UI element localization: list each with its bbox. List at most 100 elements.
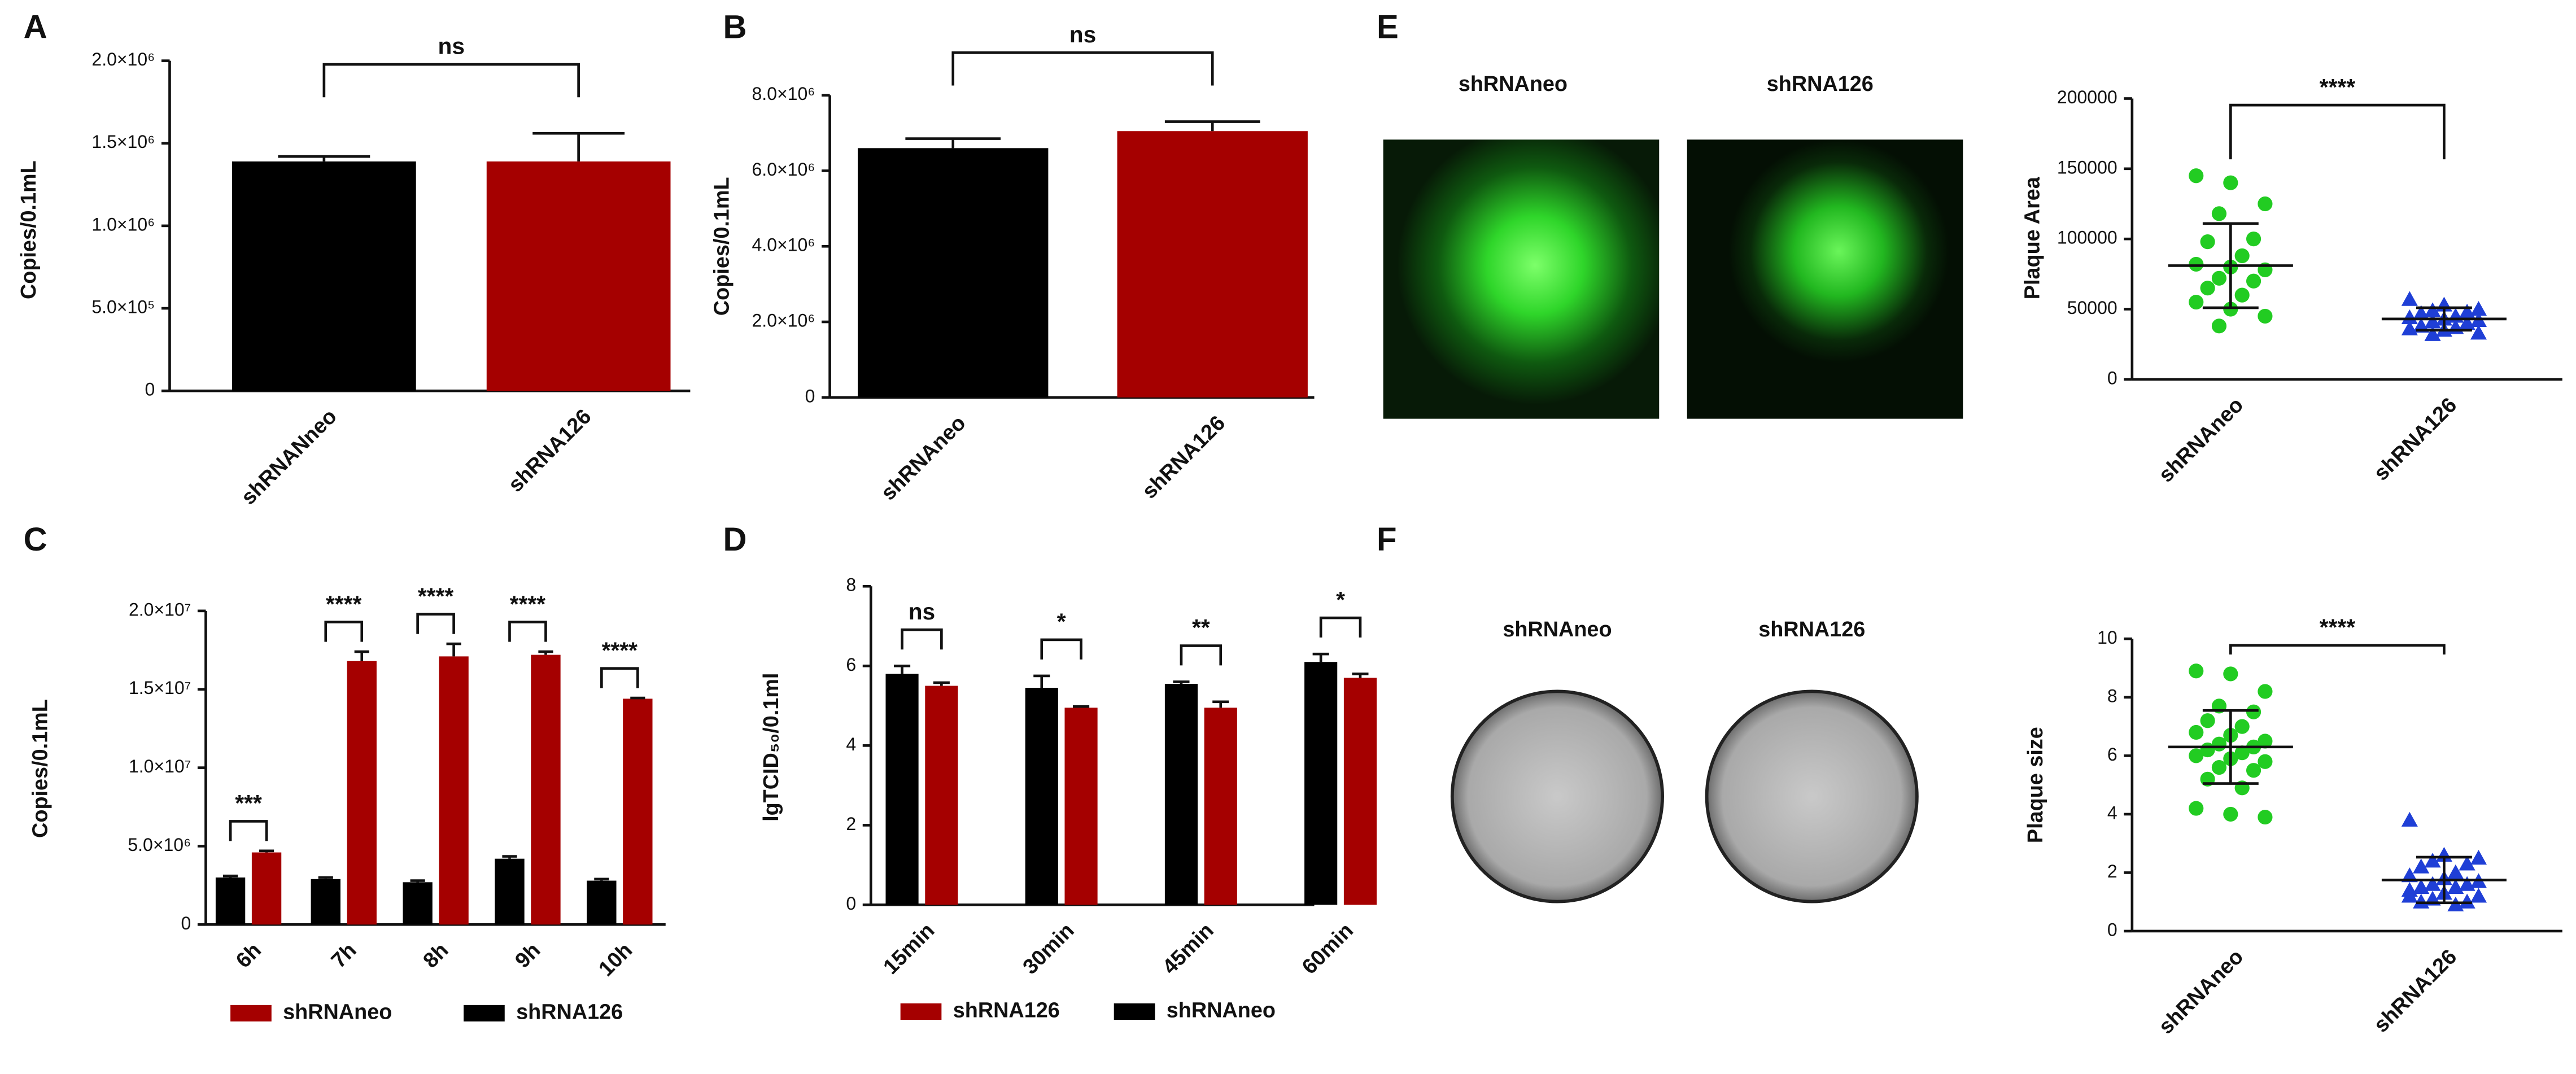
data-point <box>2470 888 2487 903</box>
data-point <box>2189 724 2204 740</box>
x-tick-label: shRNA126 <box>1138 411 1230 503</box>
panel-label: F <box>1377 521 1397 558</box>
error-bar <box>318 876 333 879</box>
data-point <box>2424 326 2441 341</box>
plaque-dish <box>1705 689 1919 903</box>
data-point <box>2258 810 2273 825</box>
y-tick-label: 10 <box>2097 627 2117 648</box>
y-tick-label: 0 <box>2107 919 2117 940</box>
data-point <box>2447 879 2464 894</box>
data-point <box>2413 893 2430 909</box>
y-tick-label: 6.0×10⁶ <box>752 159 815 180</box>
error-bar <box>278 155 370 161</box>
significance-bracket <box>2229 103 2446 160</box>
significance-bracket <box>322 63 580 98</box>
y-tick-label: 150000 <box>2057 157 2117 177</box>
panel-label: C <box>24 521 47 558</box>
y-tick-label: 2 <box>2107 861 2117 881</box>
y-tick-label: 5.0×10⁵ <box>91 296 155 317</box>
significance-bracket <box>951 51 1214 86</box>
data-point <box>2459 876 2475 891</box>
x-tick-label: shRNA126 <box>504 405 596 497</box>
sd-bar <box>2202 222 2259 309</box>
image-label: shRNAneo <box>1459 72 1568 96</box>
y-tick-label: 100000 <box>2057 228 2117 248</box>
significance-label: **** <box>602 637 638 663</box>
data-point <box>2211 270 2227 286</box>
data-point <box>2211 759 2227 775</box>
error-bar <box>538 650 553 655</box>
significance-label: ns <box>1069 21 1097 47</box>
bar <box>495 858 525 925</box>
significance-label: * <box>1336 587 1345 613</box>
data-point <box>2424 853 2441 868</box>
data-point <box>2424 313 2441 329</box>
data-point <box>2258 196 2273 212</box>
data-point <box>2211 318 2227 334</box>
bar <box>347 661 377 925</box>
significance-label: ns <box>438 33 465 59</box>
data-point <box>2459 303 2475 319</box>
y-tick-label: 2.0×10⁶ <box>752 310 815 330</box>
data-point <box>2424 876 2441 891</box>
x-tick-label: shRNAneo <box>876 411 970 505</box>
bar <box>623 698 653 925</box>
data-point <box>2447 864 2464 880</box>
bar <box>232 161 416 391</box>
data-point <box>2189 748 2204 763</box>
x-tick-label: shRNAneo <box>2154 393 2248 487</box>
bar <box>251 852 282 925</box>
bar <box>925 686 958 905</box>
significance-label: **** <box>2320 74 2356 100</box>
significance-label: **** <box>510 591 546 617</box>
data-point <box>2470 850 2487 865</box>
bar <box>1164 684 1198 905</box>
data-point <box>2223 302 2238 317</box>
x-tick-label: 10h <box>594 938 637 981</box>
y-axis-label: Copies/0.1mL <box>17 160 41 299</box>
significance-bracket <box>1180 644 1222 666</box>
significance-bracket <box>600 667 639 688</box>
legend-swatch <box>1114 1003 1155 1020</box>
data-point <box>2200 281 2215 296</box>
bar <box>1025 688 1058 905</box>
error-bar <box>410 879 425 883</box>
y-axis-label: Copies/0.1mL <box>710 177 734 316</box>
significance-bracket <box>229 820 268 841</box>
data-point <box>2413 305 2430 320</box>
fluorescence-image <box>1383 139 1660 419</box>
bar <box>215 877 246 925</box>
x-tick-label: 7h <box>327 938 361 973</box>
data-point <box>2246 763 2261 778</box>
data-point <box>2413 858 2430 874</box>
error-bar <box>1312 652 1329 662</box>
sd-bar <box>2202 709 2259 785</box>
data-point <box>2234 248 2250 264</box>
x-tick-label: shRNAneo <box>2154 945 2248 1038</box>
data-point <box>2401 888 2418 903</box>
error-bar <box>1164 120 1260 132</box>
bar <box>1064 708 1098 905</box>
y-tick-label: 50000 <box>2067 298 2117 318</box>
bar <box>531 654 561 925</box>
x-tick-label: shRNANneo <box>237 405 342 510</box>
data-point <box>2234 719 2250 734</box>
error-bar <box>222 874 238 878</box>
data-point <box>2223 666 2238 682</box>
error-bar <box>259 849 274 853</box>
plaque-dish <box>1450 689 1664 903</box>
data-point <box>2189 294 2204 310</box>
legend-label: shRNAneo <box>1167 998 1276 1022</box>
y-tick-label: 6 <box>2107 744 2117 765</box>
panel-label: A <box>24 9 47 46</box>
data-point <box>2234 287 2250 303</box>
error-bar <box>354 650 369 661</box>
fluorescence-image <box>1687 139 1963 419</box>
data-point <box>2401 320 2418 335</box>
x-tick-label: 6h <box>232 938 266 973</box>
bar <box>1343 678 1377 905</box>
data-point <box>2258 308 2273 324</box>
bar <box>403 882 433 925</box>
error-bar <box>594 877 609 881</box>
